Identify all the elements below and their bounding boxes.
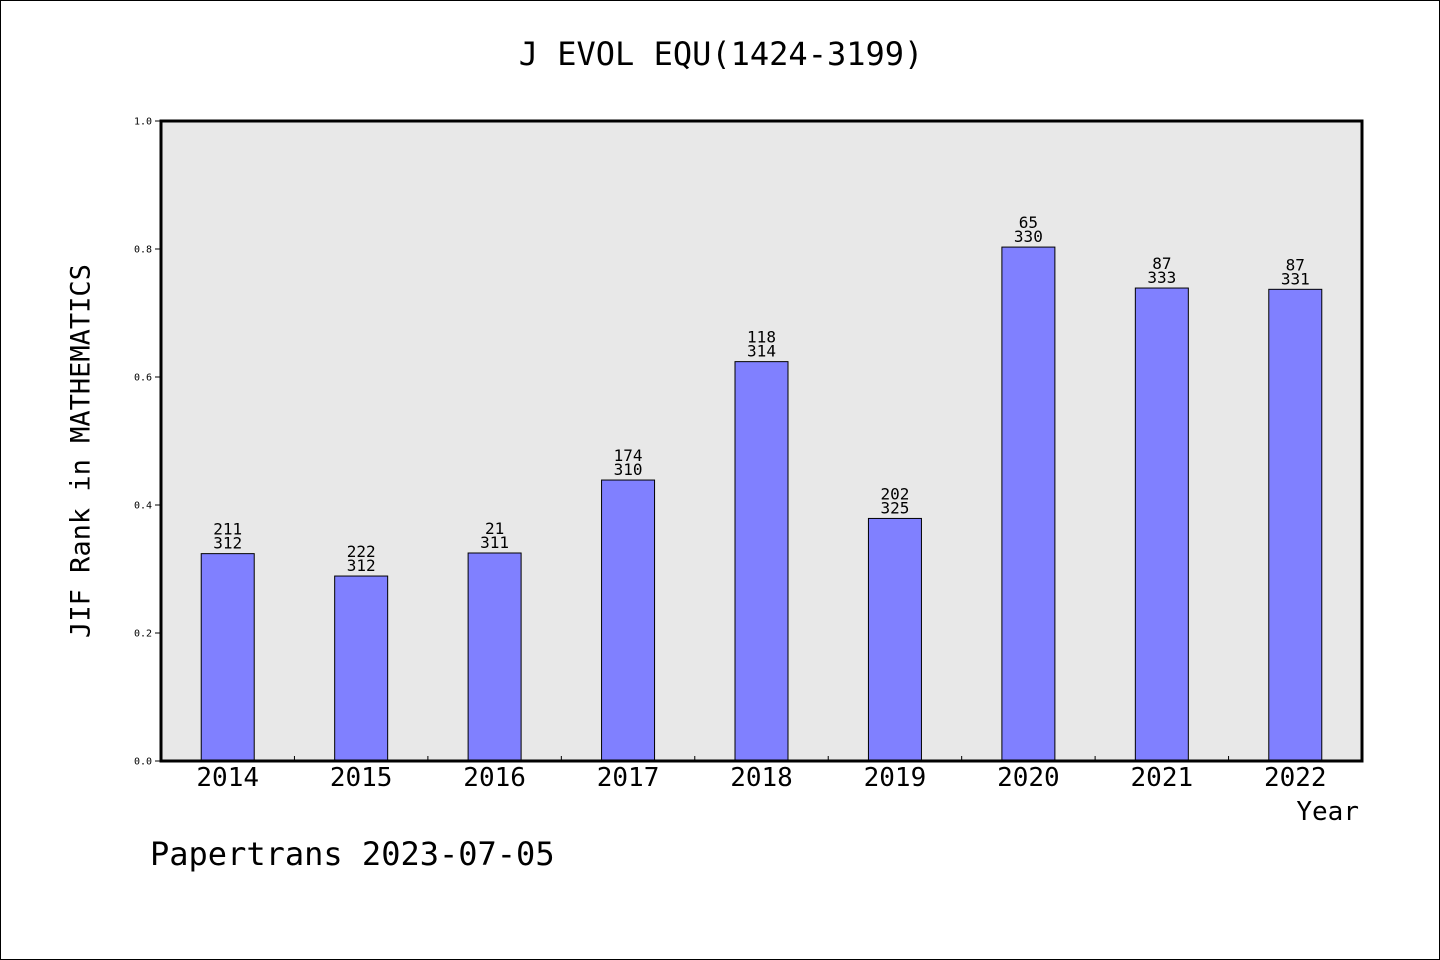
x-tick-label: 2020 xyxy=(997,763,1060,793)
x-axis-label: Year xyxy=(1296,797,1359,827)
bar-rank-label: 202 xyxy=(880,484,909,503)
bar-2017 xyxy=(601,479,656,762)
bar-rank-label: 87 xyxy=(1286,255,1305,274)
x-tick-label: 2017 xyxy=(597,763,660,793)
bar-total-label: 314 xyxy=(747,342,776,361)
x-tick-label: 2022 xyxy=(1264,763,1327,793)
y-tick-label: 0.2 xyxy=(134,629,152,640)
y-tick-label: 0.8 xyxy=(134,245,152,256)
bar-total-label: 330 xyxy=(1014,227,1043,246)
bar-total-label: 312 xyxy=(213,534,242,553)
chart-title: J EVOL EQU(1424-3199) xyxy=(518,35,924,73)
y-tick-label: 1.0 xyxy=(134,117,152,128)
x-tick-label: 2015 xyxy=(330,763,393,793)
bar-total-label: 310 xyxy=(614,460,643,479)
bar-2021 xyxy=(1134,287,1189,762)
bar-total-label: 325 xyxy=(880,498,909,517)
y-tick-label: 0.6 xyxy=(134,373,152,384)
bar-2014 xyxy=(200,553,255,762)
x-tick-label: 2021 xyxy=(1131,763,1194,793)
bar-total-label: 333 xyxy=(1147,268,1176,287)
bar-2016 xyxy=(467,552,522,762)
bar-total-label: 331 xyxy=(1281,269,1310,288)
bar-total-label: 312 xyxy=(347,556,376,575)
bar-rank-label: 65 xyxy=(1019,213,1038,232)
bar-2019 xyxy=(867,517,922,762)
bar-rank-label: 118 xyxy=(747,328,776,347)
bar-2022 xyxy=(1268,288,1323,762)
bar-rank-label: 174 xyxy=(614,446,643,465)
x-tick-label: 2016 xyxy=(463,763,526,793)
y-tick-label: 0.0 xyxy=(134,757,152,768)
bar-2018 xyxy=(734,361,789,762)
bar-rank-label: 222 xyxy=(347,542,376,561)
bar-2020 xyxy=(1001,246,1056,762)
x-tick-label: 2018 xyxy=(730,763,793,793)
footer-credit: Papertrans 2023-07-05 xyxy=(150,835,555,873)
x-tick-label: 2019 xyxy=(864,763,927,793)
bar-rank-label: 21 xyxy=(485,519,504,538)
y-tick-label: 0.4 xyxy=(134,501,152,512)
bar-rank-label: 211 xyxy=(213,520,242,539)
bar-total-label: 311 xyxy=(480,533,509,552)
x-tick-label: 2014 xyxy=(196,763,259,793)
bar-2015 xyxy=(334,575,389,762)
plot-frame xyxy=(159,119,1364,763)
bar-rank-label: 87 xyxy=(1152,254,1171,273)
